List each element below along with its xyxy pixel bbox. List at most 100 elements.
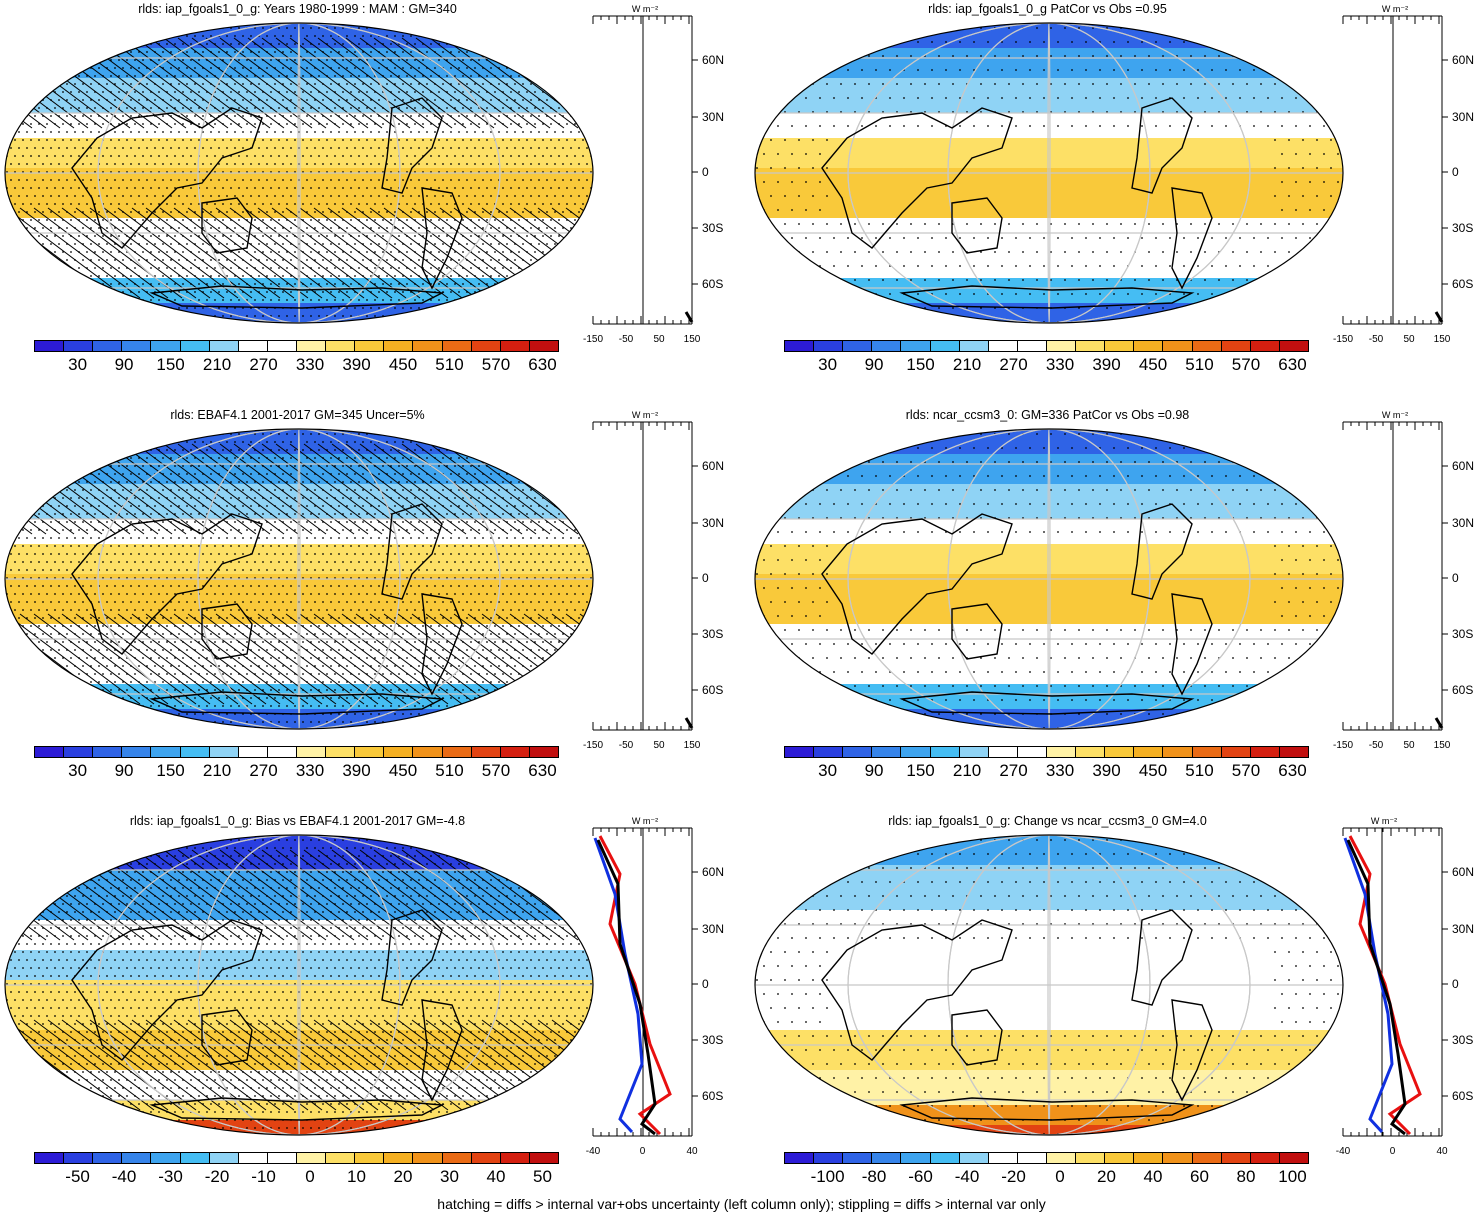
colorbar-tick-label: 630 <box>528 761 557 780</box>
profile-lat-label: 0 <box>702 571 709 585</box>
colorbar-tick-label: 390 <box>342 761 371 780</box>
colorbar-tick-label: 90 <box>114 761 134 780</box>
colorbar-tick-label: 510 <box>435 355 464 374</box>
colorbar-tick-label: 330 <box>1045 761 1075 780</box>
zonal-profile: W m⁻² 60N 30N 0 30S 60S -40 0 40 <box>1336 816 1474 1157</box>
profile-lat-label: 0 <box>702 977 709 991</box>
profile-unit: W m⁻² <box>632 410 658 420</box>
colorbar-tick-label: -80 <box>861 1167 887 1186</box>
coastlines <box>71 909 463 1121</box>
colorbar-tick-label: -20 <box>1001 1167 1026 1186</box>
profile-x-label: -40 <box>1336 1146 1351 1157</box>
field-band <box>5 950 593 980</box>
profile-lat-label: 30S <box>1452 1033 1473 1047</box>
profile-lat-label: 60S <box>702 277 723 291</box>
map-p4 <box>754 428 1344 730</box>
colorbar-tick-label: -40 <box>954 1167 980 1186</box>
profile-x-label: 0 <box>640 1146 646 1157</box>
coastlines <box>821 503 1213 715</box>
field-band <box>755 950 1343 1030</box>
colorbar-tick-label: 30 <box>818 761 838 780</box>
colorbar-tick-label: 270 <box>999 761 1028 780</box>
field-band <box>755 1125 1343 1135</box>
profile-lat-label: 60N <box>1452 53 1474 67</box>
field-band <box>5 544 593 574</box>
profile-line <box>1434 311 1444 323</box>
colorbar-tick-label: 60 <box>1190 1167 1209 1186</box>
graticule <box>755 429 1343 729</box>
colorbar-tick-label: 40 <box>486 1167 506 1186</box>
panel-title: rlds: ncar_ccsm3_0: GM=336 PatCor vs Obs… <box>905 408 1190 422</box>
colorbar-tick-label: 630 <box>1278 761 1307 780</box>
zonal-profile: W m⁻² 60N 30N 0 30S 60S -150 -50 50 150 <box>583 410 724 751</box>
colorbar-tick-label: 40 <box>1143 1167 1163 1186</box>
colorbar-tick-label: -20 <box>204 1167 230 1186</box>
map-p3 <box>4 428 594 730</box>
colorbar <box>34 746 559 758</box>
coastlines <box>71 97 463 309</box>
zonal-profile: W m⁻² 60N 30N 0 30S 60S -150 -50 50 150 <box>1333 410 1474 751</box>
field-band <box>755 865 1343 910</box>
profile-x-label: 50 <box>1403 334 1415 345</box>
field-band <box>755 574 1343 624</box>
map-p5 <box>4 834 594 1136</box>
profile-lat-label: 30S <box>1452 627 1473 641</box>
colorbar-tick-label: 10 <box>347 1167 366 1186</box>
colorbar-tick-label: 30 <box>68 355 88 374</box>
profile-x-label: 150 <box>1434 740 1451 751</box>
profile-lat-label: 0 <box>702 165 709 179</box>
colorbar <box>784 746 1309 758</box>
colorbar-tick-label: 330 <box>295 355 325 374</box>
panel-title: rlds: iap_fgoals1_0_g PatCor vs Obs =0.9… <box>928 2 1167 16</box>
colorbar-tick-label: -40 <box>111 1167 137 1186</box>
field-band <box>5 1120 593 1135</box>
profile-x-label: 40 <box>686 1146 698 1157</box>
field-band <box>755 168 1343 218</box>
colorbar-tick-label: 510 <box>1185 355 1214 374</box>
profile-x-label: 150 <box>1434 334 1451 345</box>
colorbar-tick-label: 330 <box>295 761 325 780</box>
colorbar-tick-label: 30 <box>440 1167 459 1186</box>
colorbar-tick-label: 210 <box>952 355 982 374</box>
field-band <box>5 574 593 624</box>
colorbar-tick-label: 90 <box>864 761 884 780</box>
colorbar-tick-label: 450 <box>388 355 418 374</box>
field-band <box>755 303 1343 323</box>
field-band <box>755 48 1343 78</box>
field-band <box>5 1070 593 1100</box>
profile-lat-label: 60N <box>702 53 724 67</box>
profile-unit: W m⁻² <box>1382 410 1408 420</box>
colorbar-tick-label: 50 <box>533 1167 552 1186</box>
field-band <box>755 78 1343 113</box>
profile-lat-label: 30N <box>702 516 724 530</box>
profile-lat-label: 60N <box>702 459 724 473</box>
field-band <box>755 1105 1343 1125</box>
colorbar-tick-label: 150 <box>906 355 935 374</box>
zonal-profile: W m⁻² 60N 30N 0 30S 60S -150 -50 50 150 <box>1333 4 1474 345</box>
field-band <box>755 218 1343 243</box>
field-band <box>5 980 593 1030</box>
profile-x-label: 50 <box>1403 740 1415 751</box>
profile-x-label: -50 <box>619 740 634 751</box>
colorbar <box>784 340 1309 352</box>
field-band <box>5 484 593 519</box>
profile-x-label: 40 <box>1436 1146 1448 1157</box>
panel-title: rlds: EBAF4.1 2001-2017 GM=345 Uncer=5% <box>170 408 425 422</box>
field-band <box>755 138 1343 168</box>
colorbar-tick-label: 0 <box>305 1167 315 1186</box>
profile-x-label: -50 <box>1369 740 1384 751</box>
profile-lat-label: 30S <box>702 627 723 641</box>
profile-line <box>593 837 644 1134</box>
profile-lat-label: 30S <box>702 221 723 235</box>
field-band <box>5 48 593 78</box>
colorbar-tick-label: 0 <box>1055 1167 1065 1186</box>
profile-lat-label: 30S <box>702 1033 723 1047</box>
footer-caption: hatching = diffs > internal var+obs unce… <box>437 1196 1046 1212</box>
field-band <box>5 113 593 138</box>
profile-line <box>596 839 657 1136</box>
colorbar-tick-label: 210 <box>202 355 232 374</box>
colorbar-tick-label: 270 <box>249 761 278 780</box>
profile-lat-label: 30N <box>702 922 724 936</box>
profile-x-label: 150 <box>684 334 701 345</box>
colorbar-tick-label: -100 <box>810 1167 845 1186</box>
